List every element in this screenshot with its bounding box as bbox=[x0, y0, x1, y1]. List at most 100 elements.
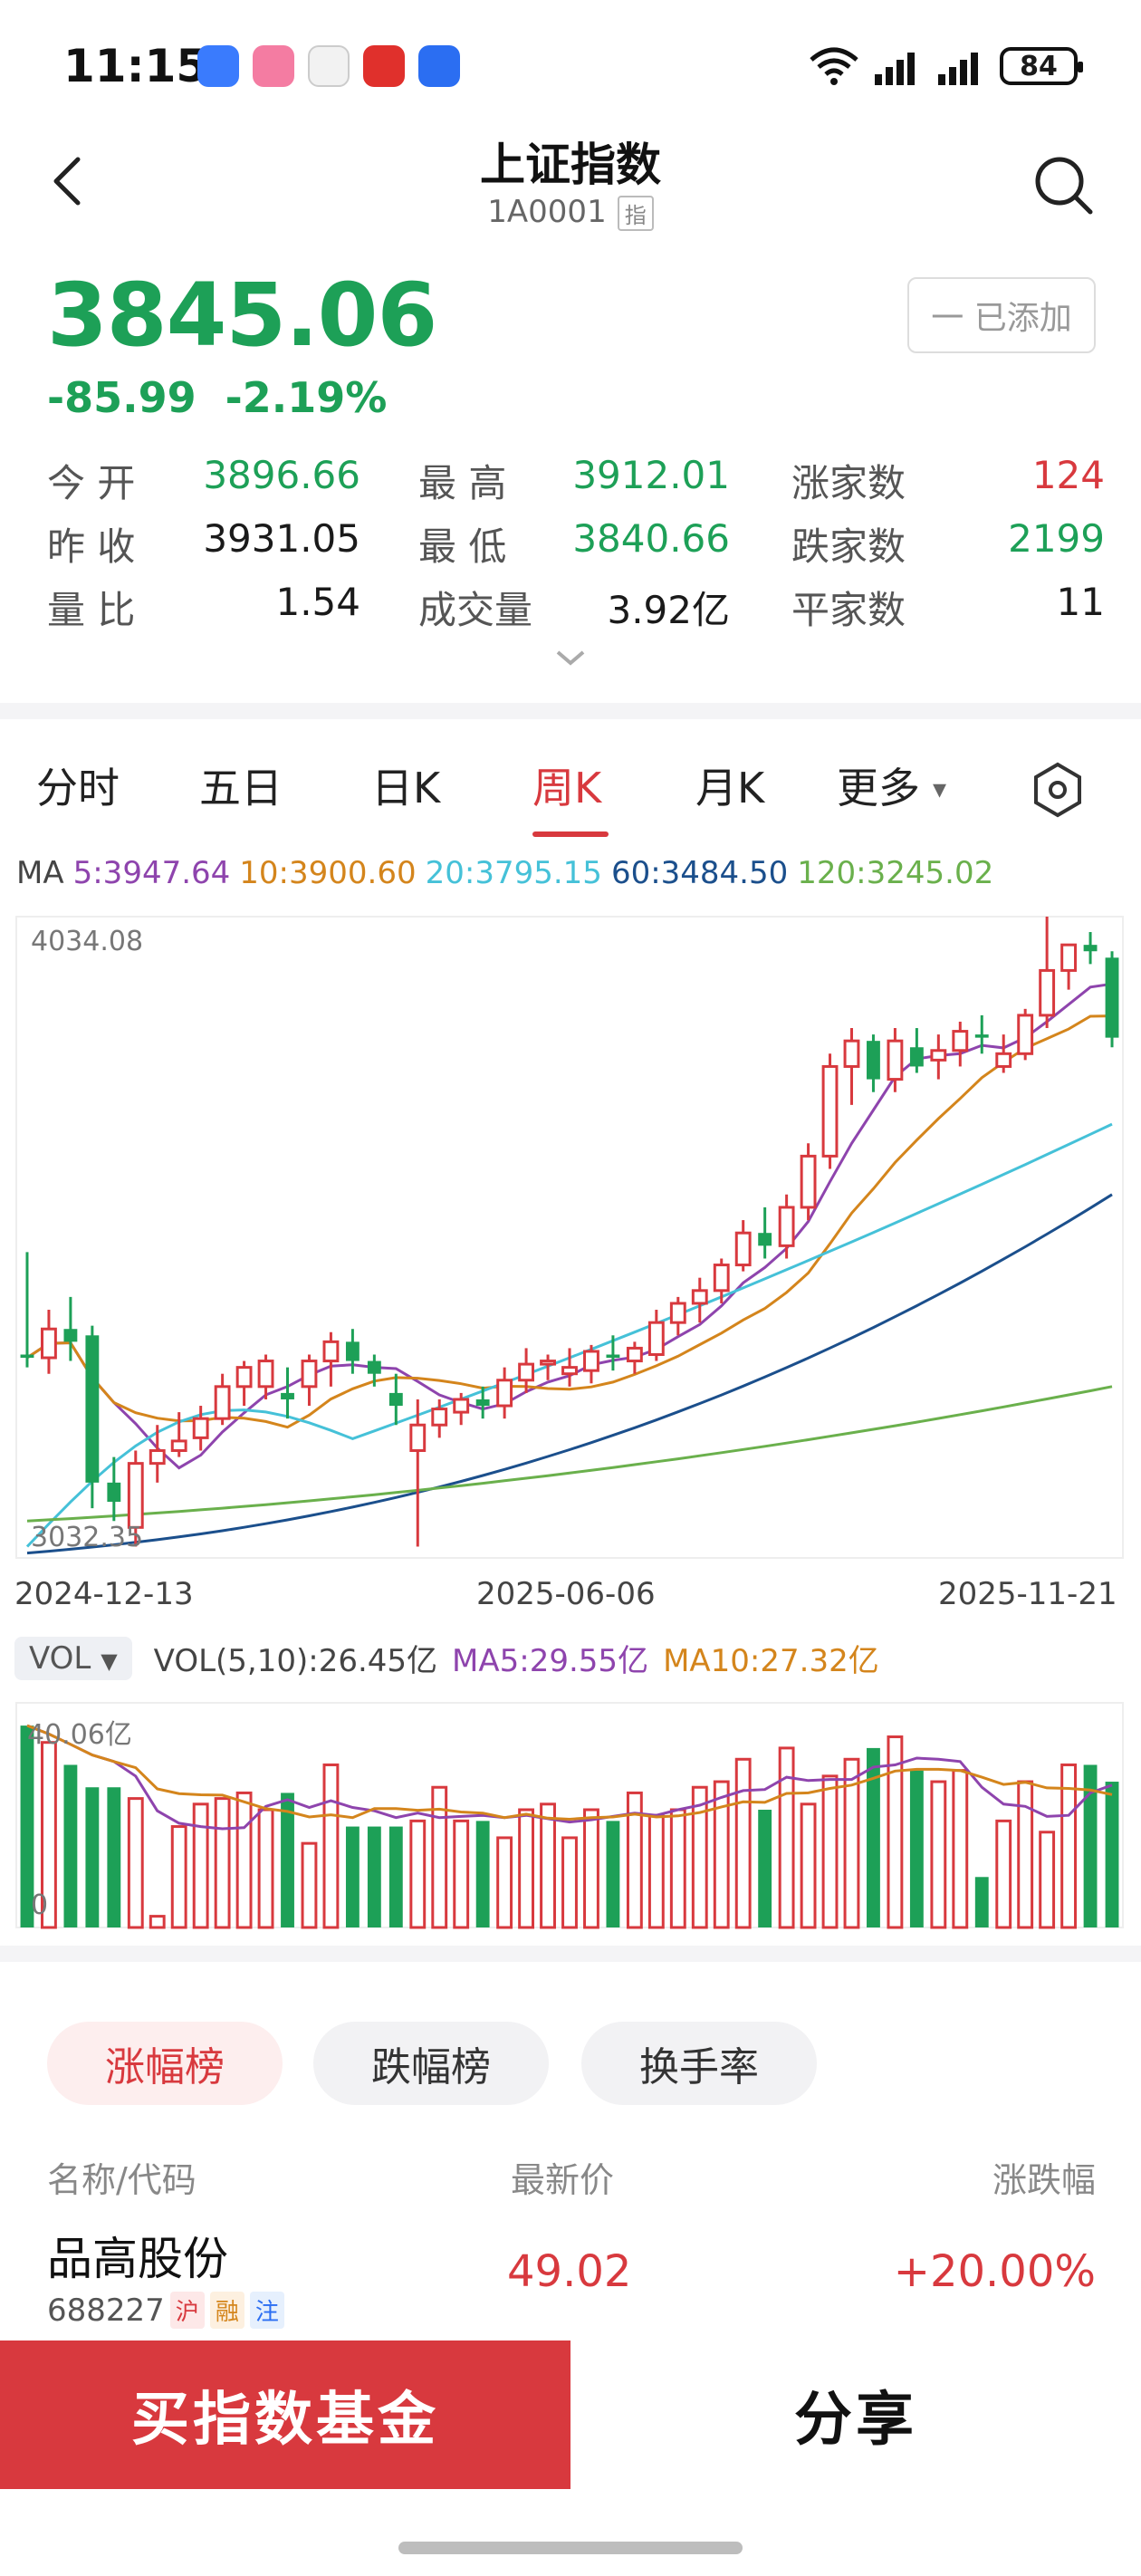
candle-body-up bbox=[713, 1264, 730, 1293]
volume-bar-up bbox=[127, 1797, 144, 1929]
candle-body-down bbox=[606, 1354, 620, 1359]
candle-body-up bbox=[496, 1379, 513, 1408]
candle-body-up bbox=[127, 1462, 144, 1529]
ma-item-4: 120:3245.02 bbox=[797, 855, 994, 891]
section-divider-2 bbox=[0, 1946, 1141, 1962]
col-header-price: 最新价 bbox=[511, 2160, 615, 2200]
vol-ma10-line bbox=[26, 1724, 1113, 1821]
candle-body-up bbox=[561, 1366, 578, 1376]
volume-bar-up bbox=[583, 1808, 599, 1929]
stat-value: 3.92亿 bbox=[607, 588, 730, 632]
ranking-tab-0[interactable]: 涨幅榜 bbox=[47, 2022, 283, 2105]
volume-bar-up bbox=[1039, 1831, 1056, 1929]
candle-body-up bbox=[778, 1206, 795, 1247]
ma60-line bbox=[26, 1193, 1113, 1555]
candle-body-down bbox=[388, 1392, 403, 1407]
tab-2[interactable]: 日K bbox=[371, 764, 441, 812]
kline-chart[interactable] bbox=[0, 0, 1141, 1956]
tab-0[interactable]: 分时 bbox=[36, 764, 120, 812]
candle-body-down bbox=[758, 1233, 772, 1246]
stat-value: 3912.01 bbox=[572, 453, 730, 497]
settings-hexagon-icon[interactable] bbox=[1029, 761, 1087, 819]
candle-body-up bbox=[626, 1346, 643, 1363]
candle-body-up bbox=[170, 1439, 187, 1453]
chevron-left-icon bbox=[53, 157, 81, 206]
stat-value: 3931.05 bbox=[203, 516, 360, 561]
volume-bar-up bbox=[952, 1769, 969, 1929]
ranking-tab-1[interactable]: 跌幅榜 bbox=[313, 2022, 549, 2105]
candle-body-up bbox=[518, 1362, 535, 1382]
kline-y-min: 3032.35 bbox=[31, 1522, 144, 1553]
stock-code-text: 688227 bbox=[47, 2292, 165, 2329]
candle-body-up bbox=[149, 1449, 166, 1466]
volume-bar-up bbox=[713, 1780, 730, 1929]
col-header-change: 涨跌幅 bbox=[992, 2160, 1096, 2200]
volume-bar-up bbox=[301, 1841, 318, 1929]
volume-bar-down bbox=[909, 1770, 924, 1927]
bilibili-app-icon bbox=[253, 45, 294, 87]
buy-index-fund-button[interactable]: 买指数基金 bbox=[0, 2341, 570, 2489]
tab-1[interactable]: 五日 bbox=[199, 764, 283, 812]
expand-chevron-icon[interactable] bbox=[554, 649, 587, 668]
volume-bar-up bbox=[669, 1808, 686, 1929]
volume-bar-up bbox=[170, 1825, 187, 1929]
volume-bar-up bbox=[518, 1808, 535, 1929]
stat-label: 今 开 bbox=[47, 461, 136, 505]
tab-3[interactable]: 周K bbox=[532, 764, 602, 812]
candle-body-down bbox=[367, 1360, 381, 1374]
volume-bar-up bbox=[930, 1780, 947, 1929]
candle-body-up bbox=[257, 1360, 274, 1389]
ma-label: MA bbox=[16, 855, 64, 891]
candle-body-down bbox=[1105, 957, 1119, 1038]
volume-bar-down bbox=[974, 1877, 989, 1927]
candle-body-up bbox=[214, 1385, 231, 1420]
candle-body-up bbox=[322, 1340, 340, 1363]
volume-indicator-select[interactable]: VOL ▼ bbox=[14, 1636, 132, 1680]
candle-body-up bbox=[930, 1049, 947, 1062]
candle-body-up bbox=[887, 1039, 904, 1081]
volume-bar-down bbox=[85, 1787, 100, 1927]
ma-item-1: 10:3900.60 bbox=[239, 855, 417, 891]
ranking-tab-2[interactable]: 换手率 bbox=[581, 2022, 817, 2105]
ma5-line bbox=[26, 982, 1113, 1470]
tab-5[interactable]: 更多 bbox=[837, 764, 920, 812]
stat-label: 量 比 bbox=[47, 588, 136, 632]
volume-bar-up bbox=[41, 1741, 57, 1929]
ma-item-2: 20:3795.15 bbox=[425, 855, 602, 891]
index-code-text: 1A0001 bbox=[487, 194, 607, 230]
candle-body-down bbox=[63, 1329, 78, 1342]
volume-bar-up bbox=[431, 1785, 448, 1929]
stat-label: 成交量 bbox=[418, 588, 533, 632]
search-icon[interactable] bbox=[1031, 152, 1096, 217]
volume-bar-up bbox=[192, 1802, 209, 1929]
candle-body-down bbox=[281, 1392, 294, 1399]
volume-bar-down bbox=[388, 1826, 403, 1927]
candle-body-up bbox=[1039, 968, 1056, 1017]
candle-body-up bbox=[734, 1231, 752, 1267]
stock-name[interactable]: 品高股份 bbox=[47, 2233, 228, 2285]
wifi-icon bbox=[810, 47, 858, 85]
volume-bar-up bbox=[995, 1819, 1012, 1929]
volume-bar-up bbox=[1017, 1780, 1034, 1929]
volume-zero-label: 0 bbox=[31, 1889, 49, 1921]
stat-label: 最 低 bbox=[418, 524, 507, 569]
candle-body-up bbox=[647, 1321, 665, 1356]
signal-icon bbox=[875, 53, 915, 85]
badge-margin: 融 bbox=[209, 2292, 244, 2329]
more-arrow-wrap: ▾ bbox=[933, 759, 946, 808]
battery-indicator: 84 bbox=[1000, 47, 1083, 85]
candle-body-up bbox=[995, 1052, 1012, 1068]
candle-body-down bbox=[974, 1034, 989, 1038]
added-watchlist-button[interactable]: 一 已添加 bbox=[907, 277, 1096, 353]
volume-bar-up bbox=[409, 1819, 427, 1929]
volume-bar-up bbox=[149, 1915, 166, 1929]
tab-4[interactable]: 月K bbox=[695, 764, 765, 812]
ma-item-3: 60:3484.50 bbox=[610, 855, 789, 891]
ma-item-0: 5:3947.64 bbox=[72, 855, 231, 891]
share-button[interactable]: 分享 bbox=[570, 2341, 1141, 2489]
x-label-mid: 2025-06-06 bbox=[476, 1576, 656, 1612]
candle-body-up bbox=[691, 1289, 708, 1305]
change-percent: -2.19% bbox=[225, 373, 388, 422]
back-button[interactable] bbox=[40, 145, 94, 217]
home-indicator[interactable] bbox=[398, 2542, 743, 2554]
